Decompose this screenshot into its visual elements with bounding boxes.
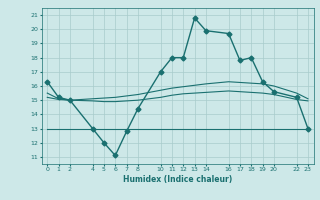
X-axis label: Humidex (Indice chaleur): Humidex (Indice chaleur)	[123, 175, 232, 184]
